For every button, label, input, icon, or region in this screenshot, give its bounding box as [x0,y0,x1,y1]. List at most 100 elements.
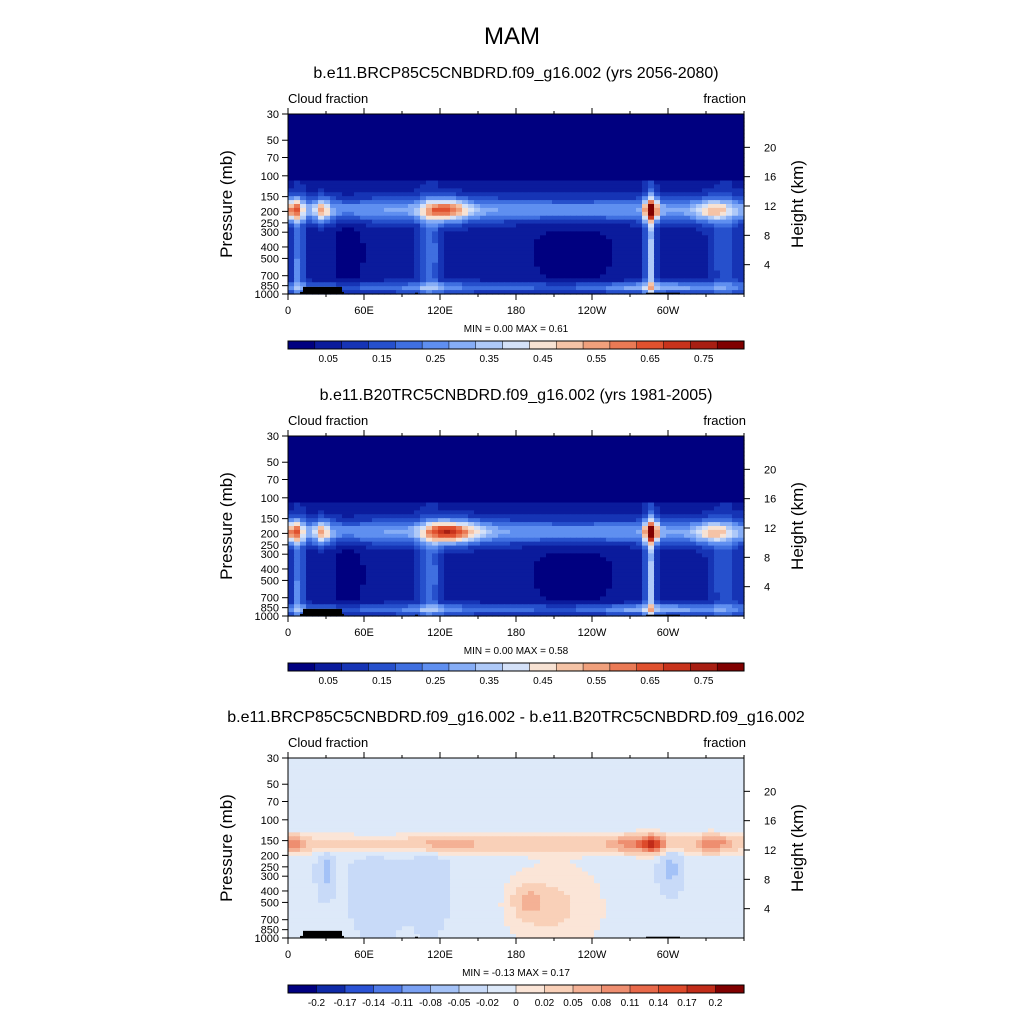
heat-cell [570,482,577,488]
heat-cell [414,196,421,201]
heat-cell [450,282,457,287]
heat-cell [594,486,601,492]
heat-cell [540,121,547,127]
heat-cell [534,274,541,279]
heat-cell [564,231,571,236]
heat-cell [306,443,313,449]
heat-cell [702,270,709,276]
heat-cell [384,172,391,178]
heat-cell [414,204,421,209]
heat-cell [456,254,463,260]
heat-cell [366,447,373,453]
heat-cell [312,254,319,260]
heat-cell [618,204,625,209]
heat-cell [624,129,631,135]
heat-cell [558,254,565,260]
heat-cell [474,200,481,205]
heat-cell [384,149,391,154]
y-tick-label: 1000 [255,289,279,301]
heat-cell [540,498,547,504]
heat-cell [534,439,541,445]
heat-cell [648,184,655,189]
heat-cell [330,219,337,225]
heat-cell [318,211,325,217]
heat-cell [684,266,691,272]
heat-cell [714,200,721,205]
heat-cell [312,439,319,445]
heat-cell [708,145,715,150]
heat-cell [516,133,523,139]
heat-cell [504,207,511,213]
heat-cell [660,168,667,174]
heat-cell [348,439,355,445]
heat-cell [426,145,433,150]
heat-cell [456,439,463,445]
heat-cell [396,463,403,468]
heat-cell [504,215,511,221]
heat-cell [528,207,535,213]
heat-cell [588,168,595,174]
heat-cell [420,274,427,279]
heat-cell [696,196,703,201]
y-tick-label: 150 [261,192,279,204]
heat-cell [414,490,421,496]
heat-cell [426,133,433,139]
heat-cell [342,278,349,283]
heat-cell [696,482,703,488]
heat-cell [390,114,397,119]
heat-cell [492,204,499,209]
x-tick-label: 120E [427,305,453,317]
heat-cell [294,463,301,468]
heat-cell [702,439,709,445]
heat-cell [708,490,715,496]
heat-cell [498,274,505,279]
heat-cell [426,141,433,146]
heat-cell [306,172,313,178]
heat-cell [300,188,307,193]
heat-cell [690,479,697,484]
heat-cell [606,498,613,504]
heat-cell [366,290,373,295]
heat-cell [612,290,619,295]
heat-cell [480,141,487,146]
heat-cell [624,125,631,131]
heat-cell [654,463,661,468]
heat-cell [300,160,307,166]
heat-cell [678,207,685,213]
heat-cell [528,223,535,229]
heat-cell [444,278,451,283]
heat-cell [288,254,295,260]
heat-cell [414,486,421,492]
heat-cell [366,436,373,441]
heat-cell [702,443,709,449]
heat-cell [570,250,577,256]
heat-cell [624,117,631,123]
heat-cell [708,121,715,127]
heat-cell [462,463,469,468]
heat-cell [660,270,667,276]
heat-cell [366,475,373,480]
heat-cell [738,200,745,205]
heat-cell [558,443,565,449]
heat-cell [672,192,679,197]
heat-cell [414,176,421,182]
heat-cell [594,192,601,197]
heat-cell [720,235,727,240]
heat-cell [360,463,367,468]
heat-cell [666,286,673,291]
heat-cell [390,164,397,170]
heat-cell [558,290,565,295]
heat-cell [690,176,697,182]
heat-cell [642,227,649,232]
heat-cell [312,436,319,441]
heat-cell [678,451,685,457]
heat-cell [342,282,349,287]
heat-cell [564,168,571,174]
heat-cell [390,172,397,178]
heat-cell [642,447,649,453]
heat-cell [342,137,349,142]
heat-cell [360,455,367,461]
heat-cell [432,137,439,142]
heat-cell [528,133,535,139]
heat-cell [588,471,595,476]
